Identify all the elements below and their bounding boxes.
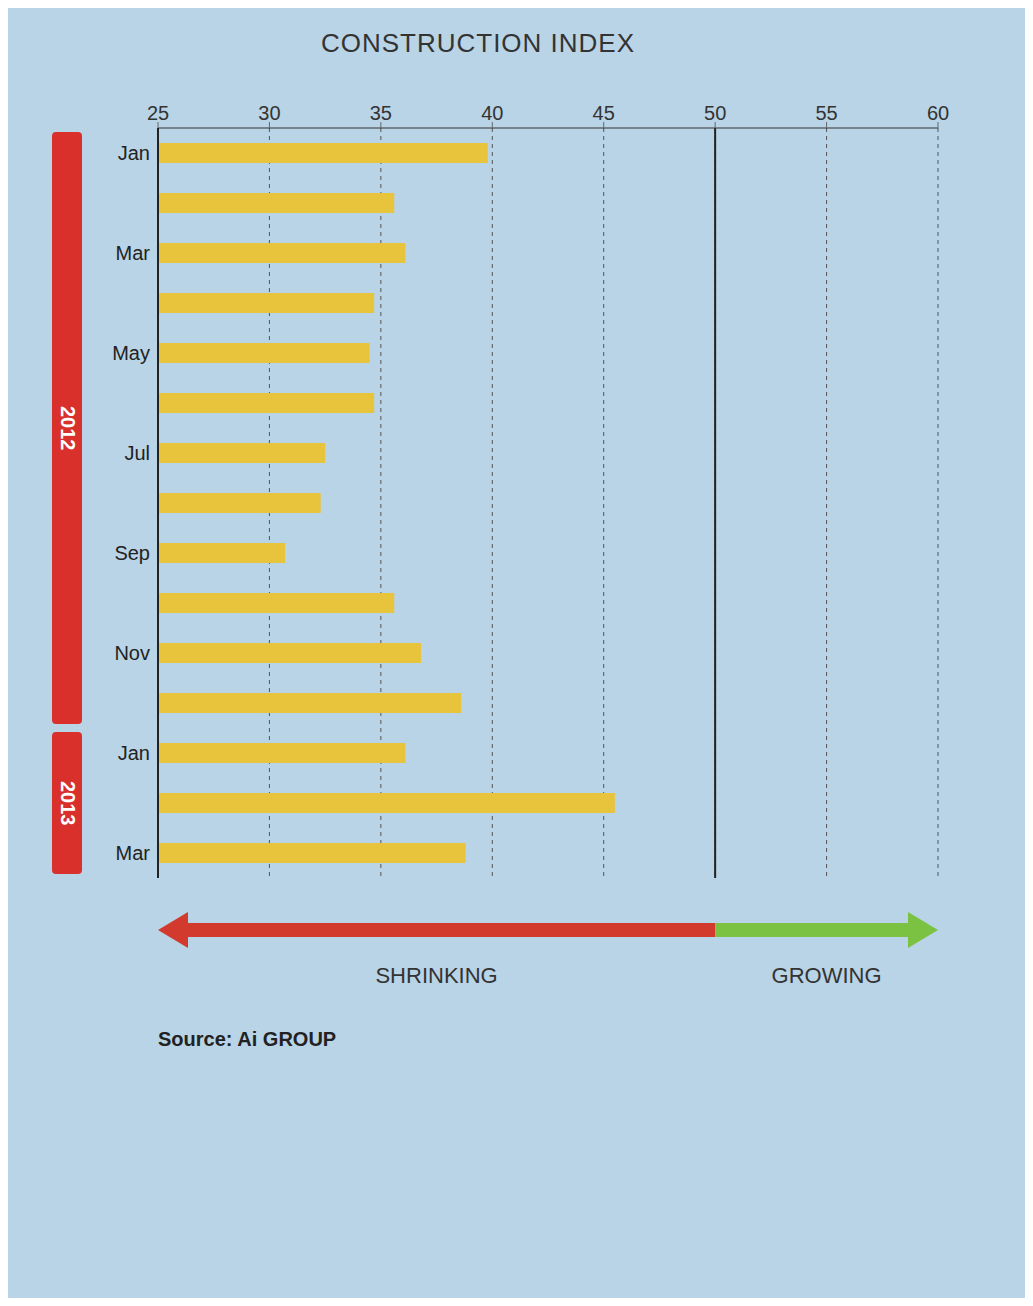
- svg-text:60: 60: [927, 102, 949, 124]
- svg-text:30: 30: [258, 102, 280, 124]
- svg-text:Mar: Mar: [116, 842, 151, 864]
- html-text:CONSTRUCTION INDEX: CONSTRUCTION INDEX: [320, 28, 636, 58]
- svg-text:45: 45: [593, 102, 615, 124]
- html-text:Source: Ai GROUP: Source: Ai GROUP: [158, 1028, 337, 1050]
- svg-text:Jan: Jan: [118, 142, 150, 164]
- svg-text:55: 55: [815, 102, 837, 124]
- svg-text:25: 25: [147, 102, 169, 124]
- svg-text:SHRINKING: SHRINKING: [375, 963, 497, 988]
- svg-text:40: 40: [481, 102, 503, 124]
- svg-text:May: May: [112, 342, 150, 364]
- html-text:2013: 2013: [56, 780, 79, 826]
- html-text:2012: 2012: [56, 405, 79, 451]
- svg-text:Jan: Jan: [118, 742, 150, 764]
- svg-text:Nov: Nov: [114, 642, 150, 664]
- svg-text:Jul: Jul: [124, 442, 150, 464]
- svg-text:Sep: Sep: [114, 542, 150, 564]
- svg-text:50: 50: [704, 102, 726, 124]
- svg-text:GROWING: GROWING: [772, 963, 882, 988]
- svg-text:Mar: Mar: [116, 242, 151, 264]
- svg-text:35: 35: [370, 102, 392, 124]
